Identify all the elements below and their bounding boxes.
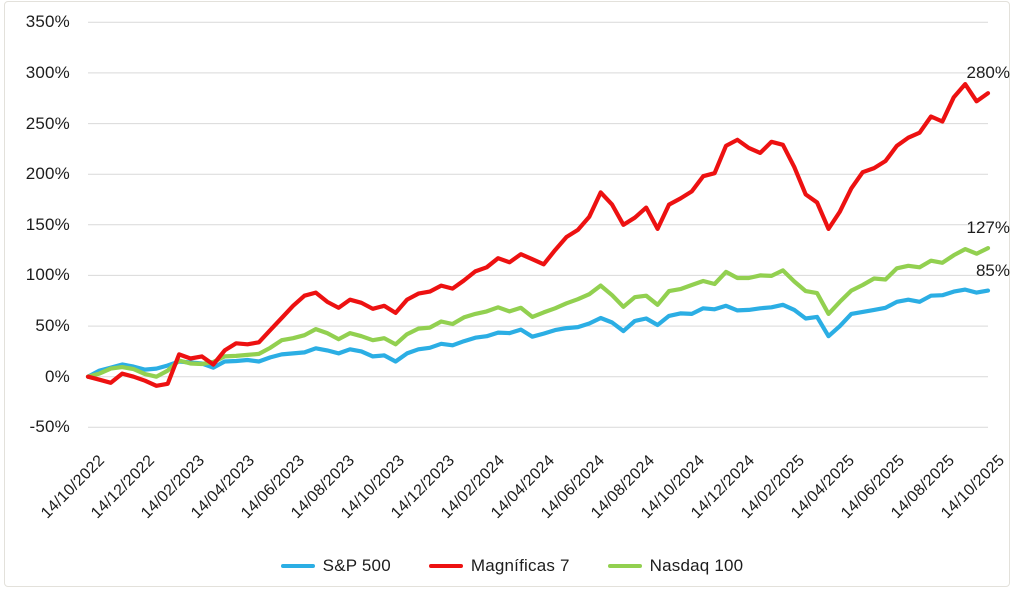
legend-item-nasdaq-100: Nasdaq 100 — [607, 556, 744, 576]
end-label-nasdaq-100: 127% — [966, 218, 1010, 238]
y-axis-label: 50% — [35, 316, 70, 336]
series-line-nasdaq-100 — [85, 246, 991, 379]
legend-line-swatch-icon — [428, 564, 463, 568]
legend: S&P 500 Magníficas 7 Nasdaq 100 — [0, 550, 1024, 582]
y-axis-label: 350% — [25, 12, 70, 32]
legend-item-s-p-500: S&P 500 — [280, 556, 391, 576]
legend-label: Magníficas 7 — [470, 556, 570, 575]
end-label-s-p-500: 85% — [975, 260, 1010, 280]
y-axis-label: -50% — [29, 417, 70, 437]
y-axis-label: 0% — [45, 366, 70, 386]
legend-label: Nasdaq 100 — [649, 556, 744, 575]
legend-line-swatch-icon — [280, 564, 315, 568]
series-line-magn-ficas-7 — [85, 81, 991, 388]
end-label-magn-ficas-7: 280% — [966, 63, 1010, 83]
series-line-s-p-500 — [85, 287, 991, 379]
legend-label: S&P 500 — [322, 556, 391, 575]
y-axis-label: 300% — [25, 62, 70, 82]
legend-item-magn-ficas-7: Magníficas 7 — [428, 556, 570, 576]
legend-line-swatch-icon — [607, 564, 642, 568]
y-axis-label: 200% — [25, 164, 70, 184]
y-axis-label: 250% — [25, 113, 70, 133]
y-axis-label: 100% — [25, 265, 70, 285]
y-axis-label: 150% — [25, 214, 70, 234]
